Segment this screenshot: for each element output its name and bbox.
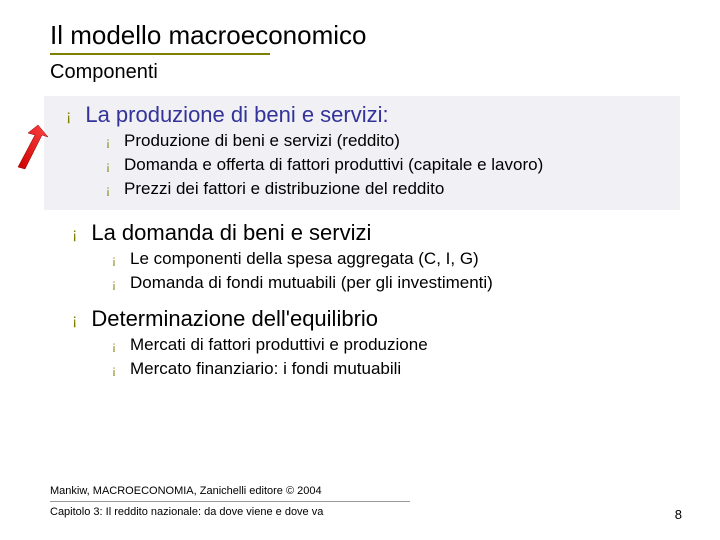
footer-citation: Mankiw, MACROECONOMIA, Zanichelli editor…: [50, 485, 680, 497]
highlighted-section: ¡ La produzione di beni e servizi: ¡ Pro…: [44, 96, 680, 210]
bullet-icon: ¡: [106, 182, 110, 198]
section-heading-text: Determinazione dell'equilibrio: [91, 306, 378, 332]
bullet-icon: ¡: [72, 312, 77, 330]
section-heading: ¡ La produzione di beni e servizi:: [44, 102, 672, 128]
list-item-text: Le componenti della spesa aggregata (C, …: [130, 248, 479, 271]
list-item-text: Mercato finanziario: i fondi mutuabili: [130, 358, 401, 381]
list-item-text: Domanda di fondi mutuabili (per gli inve…: [130, 272, 493, 295]
list-item: ¡ Mercato finanziario: i fondi mutuabili: [50, 358, 680, 381]
list-item: ¡ Domanda e offerta di fattori produttiv…: [44, 154, 672, 177]
list-item: ¡ Produzione di beni e servizi (reddito): [44, 130, 672, 153]
bullet-icon: ¡: [112, 338, 116, 354]
slide-subtitle: Componenti: [50, 61, 680, 84]
section-heading-text: La produzione di beni e servizi:: [85, 102, 388, 128]
slide-title: Il modello macroeconomico: [50, 20, 680, 51]
section-heading: ¡ Determinazione dell'equilibrio: [50, 306, 680, 332]
page-number: 8: [675, 507, 682, 522]
bullet-icon: ¡: [106, 158, 110, 174]
bullet-icon: ¡: [112, 252, 116, 268]
list-item: ¡ Le componenti della spesa aggregata (C…: [50, 248, 680, 271]
bullet-icon: ¡: [112, 276, 116, 292]
footer-rule: [50, 501, 410, 502]
bullet-icon: ¡: [66, 108, 71, 126]
bullet-icon: ¡: [72, 226, 77, 244]
slide: Il modello macroeconomico Componenti ¡ L…: [0, 0, 720, 402]
list-item-text: Mercati di fattori produttivi e produzio…: [130, 334, 428, 357]
list-item-text: Prezzi dei fattori e distribuzione del r…: [124, 178, 444, 201]
footer: Mankiw, MACROECONOMIA, Zanichelli editor…: [50, 485, 680, 522]
bullet-icon: ¡: [106, 134, 110, 150]
footer-chapter: Capitolo 3: Il reddito nazionale: da dov…: [50, 506, 680, 518]
section-heading: ¡ La domanda di beni e servizi: [50, 220, 680, 246]
list-item: ¡ Domanda di fondi mutuabili (per gli in…: [50, 272, 680, 295]
list-item-text: Produzione di beni e servizi (reddito): [124, 130, 400, 153]
arrow-icon: [12, 125, 48, 171]
bullet-icon: ¡: [112, 362, 116, 378]
list-item-text: Domanda e offerta di fattori produttivi …: [124, 154, 543, 177]
list-item: ¡ Prezzi dei fattori e distribuzione del…: [44, 178, 672, 201]
section-heading-text: La domanda di beni e servizi: [91, 220, 371, 246]
list-item: ¡ Mercati di fattori produttivi e produz…: [50, 334, 680, 357]
title-underline: [50, 53, 270, 55]
